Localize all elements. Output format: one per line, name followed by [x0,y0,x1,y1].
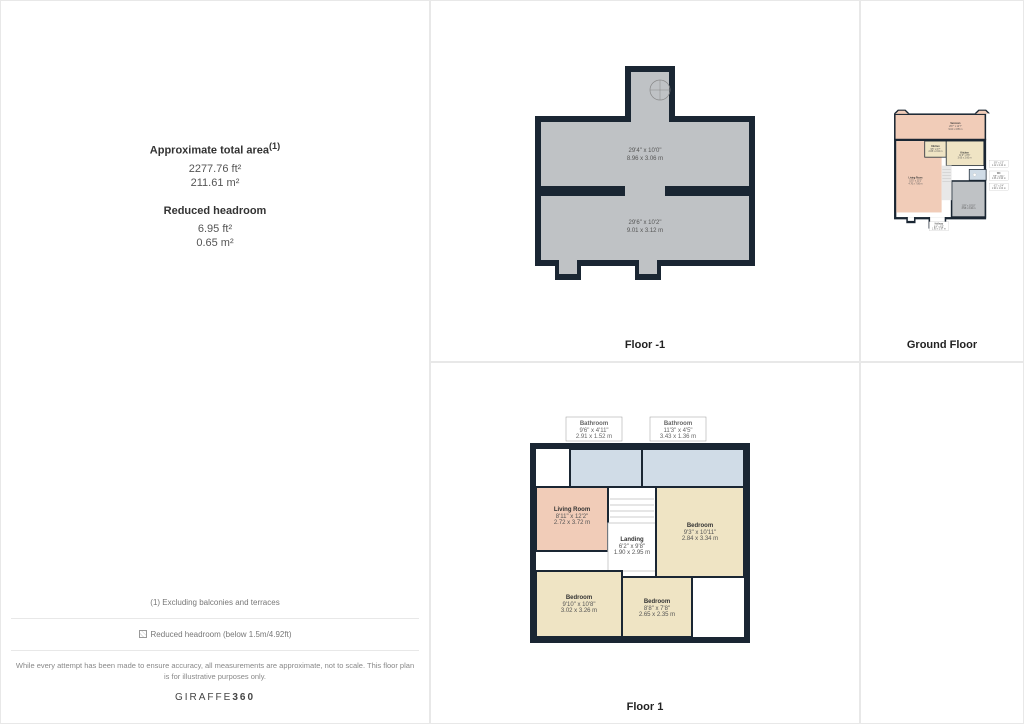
hatch-swatch-icon [139,630,147,638]
svg-text:11'9" x 8'6": 11'9" x 8'6" [959,155,970,157]
panel-ground-floor: Sunroom 29'7" x 12'7" 9.04 x 3.85 m Livi… [860,0,1024,362]
svg-text:Bathroom: Bathroom [580,421,608,427]
panel-floor-minus1: 29'4" x 10'0" 8.96 x 3.06 m 29'6" x 10'2… [430,0,860,362]
footer-block: (1) Excluding balconies and terraces Red… [11,597,419,703]
svg-text:8.96 x 3.06 m: 8.96 x 3.06 m [627,156,663,162]
label-floor-1: Floor 1 [627,693,664,713]
svg-text:3.02 x 3.26 m: 3.02 x 3.26 m [561,608,597,614]
label-ground-floor: Ground Floor [907,331,977,351]
svg-text:1.90 x 1.04 m: 1.90 x 1.04 m [992,188,1006,190]
svg-text:6'2" x 3'4": 6'2" x 3'4" [994,185,1004,187]
legend-note2-row: Reduced headroom (below 1.5m/4.92ft) [11,629,419,640]
svg-text:9'5" x 6'7": 9'5" x 6'7" [930,149,940,151]
svg-text:2.84 x 3.34 m: 2.84 x 3.34 m [682,536,718,542]
headroom-ft: 6.95 ft² [150,223,280,235]
svg-text:29'4" x 10'0": 29'4" x 10'0" [629,148,662,154]
legend-note1: (1) Excluding balconies and terraces [11,597,419,608]
svg-text:1.12 x 0.44 m: 1.12 x 0.44 m [992,165,1006,167]
headroom-m: 0.65 m² [150,237,280,249]
svg-text:Living Room: Living Room [909,178,923,180]
svg-text:5'5" x 2'11": 5'5" x 2'11" [993,176,1004,178]
svg-text:2.65 x 2.35 m: 2.65 x 2.35 m [639,612,675,618]
svg-text:Bedroom: Bedroom [566,595,592,601]
svg-text:1.66 x 0.90 m: 1.66 x 0.90 m [992,178,1006,180]
svg-text:6'4" x 6'5": 6'4" x 6'5" [934,226,944,228]
svg-text:11'8" x 10'10": 11'8" x 10'10" [962,205,976,207]
svg-text:29'6" x 10'2": 29'6" x 10'2" [629,220,662,226]
svg-text:Landing: Landing [620,537,644,543]
svg-text:9.04 x 3.85 m: 9.04 x 3.85 m [948,129,962,131]
svg-text:Living Room: Living Room [554,507,590,513]
brand: GIRAFFE360 [11,692,419,703]
svg-text:29'7" x 12'7": 29'7" x 12'7" [949,126,962,128]
svg-text:2.72 x 3.72 m: 2.72 x 3.72 m [554,520,590,526]
disclaimer: While every attempt has been made to ens… [11,661,419,682]
svg-text:Bedroom: Bedroom [687,523,713,529]
svg-text:1.95 x 1.97 m: 1.95 x 1.97 m [932,229,946,231]
svg-text:3.58 x 3.32 m: 3.58 x 3.32 m [962,208,976,210]
headroom-title: Reduced headroom [150,205,280,217]
plan-floor-1: Living Room 8'11" x 12'2" 2.72 x 3.72 m … [441,373,849,693]
area-title: Approximate total area(1) [150,141,280,157]
svg-text:15'5" x 23'2": 15'5" x 23'2" [909,181,922,183]
svg-text:Sunroom: Sunroom [950,123,960,125]
svg-text:9.01 x 3.12 m: 9.01 x 3.12 m [627,228,663,234]
legend-note2: Reduced headroom (below 1.5m/4.92ft) [151,629,292,640]
area-m: 211.61 m² [150,177,280,189]
svg-text:WC: WC [997,173,1001,175]
svg-text:4.70 x 7.06 m: 4.70 x 7.06 m [909,183,923,185]
svg-text:3.43 x 1.36 m: 3.43 x 1.36 m [660,434,696,440]
panel-floor-1: Living Room 8'11" x 12'2" 2.72 x 3.72 m … [430,362,860,724]
svg-text:2.88 x 2.02 m: 2.88 x 2.02 m [929,151,943,153]
label-floor-minus1: Floor -1 [625,331,665,351]
svg-text:1.90 x 2.95 m: 1.90 x 2.95 m [614,550,650,556]
panel-empty [860,362,1024,724]
svg-text:3'8" x 1'5": 3'8" x 1'5" [994,162,1004,164]
summary-panel: Approximate total area(1) 2277.76 ft² 21… [0,0,430,724]
svg-text:Bathroom: Bathroom [664,421,692,427]
plan-ground-floor: Sunroom 29'7" x 12'7" 9.04 x 3.85 m Livi… [871,11,1013,331]
area-stats: Approximate total area(1) 2277.76 ft² 21… [150,141,280,251]
floorplan-grid: 29'4" x 10'0" 8.96 x 3.06 m 29'6" x 10'2… [0,0,1024,724]
svg-text:Bedroom: Bedroom [644,599,670,605]
svg-text:2.91 x 1.52 m: 2.91 x 1.52 m [576,434,612,440]
plan-floor-minus1: 29'4" x 10'0" 8.96 x 3.06 m 29'6" x 10'2… [441,11,849,331]
svg-text:3.60 x 2.60 m: 3.60 x 2.60 m [958,157,972,159]
area-ft: 2277.76 ft² [150,163,280,175]
svg-text:Hallway: Hallway [935,224,944,226]
